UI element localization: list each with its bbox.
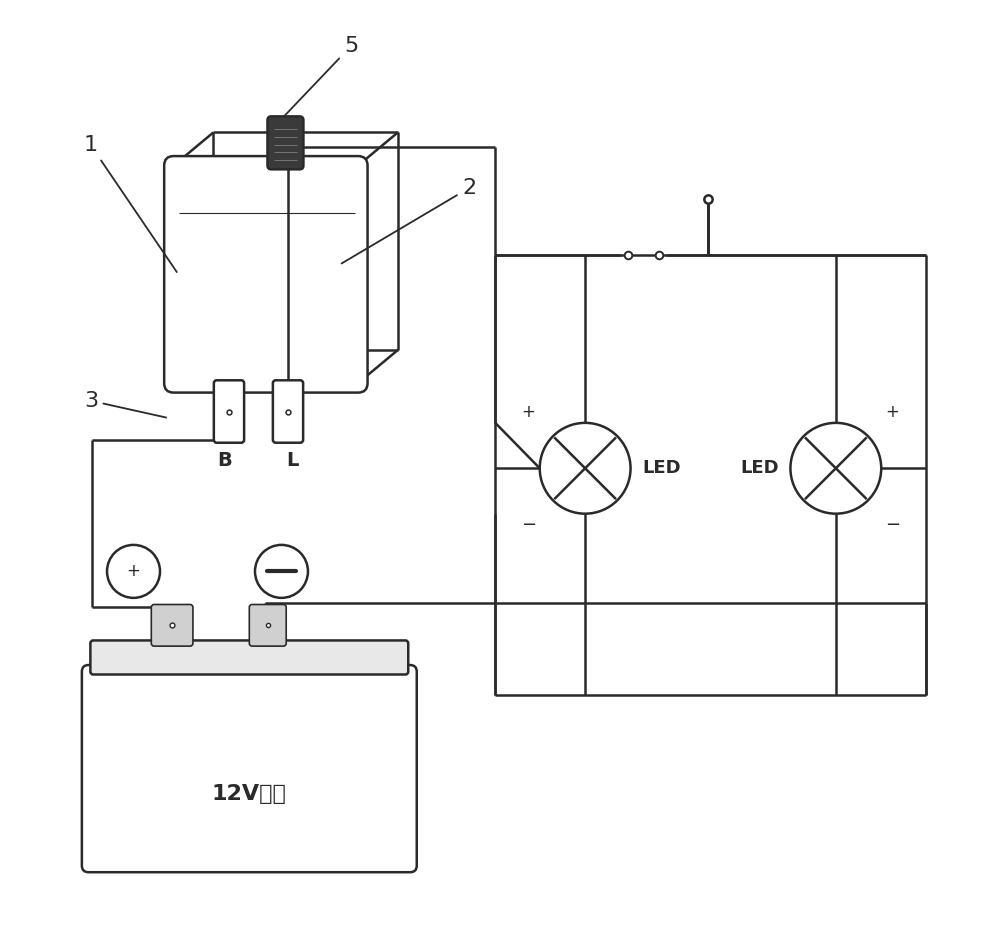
FancyBboxPatch shape	[90, 640, 408, 674]
Text: L: L	[287, 451, 299, 470]
Circle shape	[540, 423, 631, 514]
Text: 3: 3	[84, 391, 166, 417]
Text: 12V电源: 12V电源	[212, 784, 287, 804]
Text: −: −	[885, 516, 900, 534]
Text: +: +	[127, 562, 140, 581]
FancyBboxPatch shape	[273, 380, 303, 443]
FancyBboxPatch shape	[151, 604, 193, 646]
Text: +: +	[521, 402, 535, 421]
FancyBboxPatch shape	[267, 116, 303, 169]
Text: LED: LED	[642, 459, 681, 478]
Text: LED: LED	[740, 459, 779, 478]
Text: B: B	[217, 451, 232, 470]
FancyBboxPatch shape	[214, 380, 244, 443]
Text: −: −	[521, 516, 536, 534]
Circle shape	[107, 545, 160, 598]
FancyBboxPatch shape	[164, 156, 368, 393]
Text: 2: 2	[342, 178, 476, 264]
Text: 1: 1	[84, 135, 177, 272]
FancyBboxPatch shape	[82, 665, 417, 872]
FancyBboxPatch shape	[249, 604, 286, 646]
Text: 5: 5	[280, 36, 358, 121]
Circle shape	[255, 545, 308, 598]
Circle shape	[790, 423, 881, 514]
Text: +: +	[886, 402, 900, 421]
